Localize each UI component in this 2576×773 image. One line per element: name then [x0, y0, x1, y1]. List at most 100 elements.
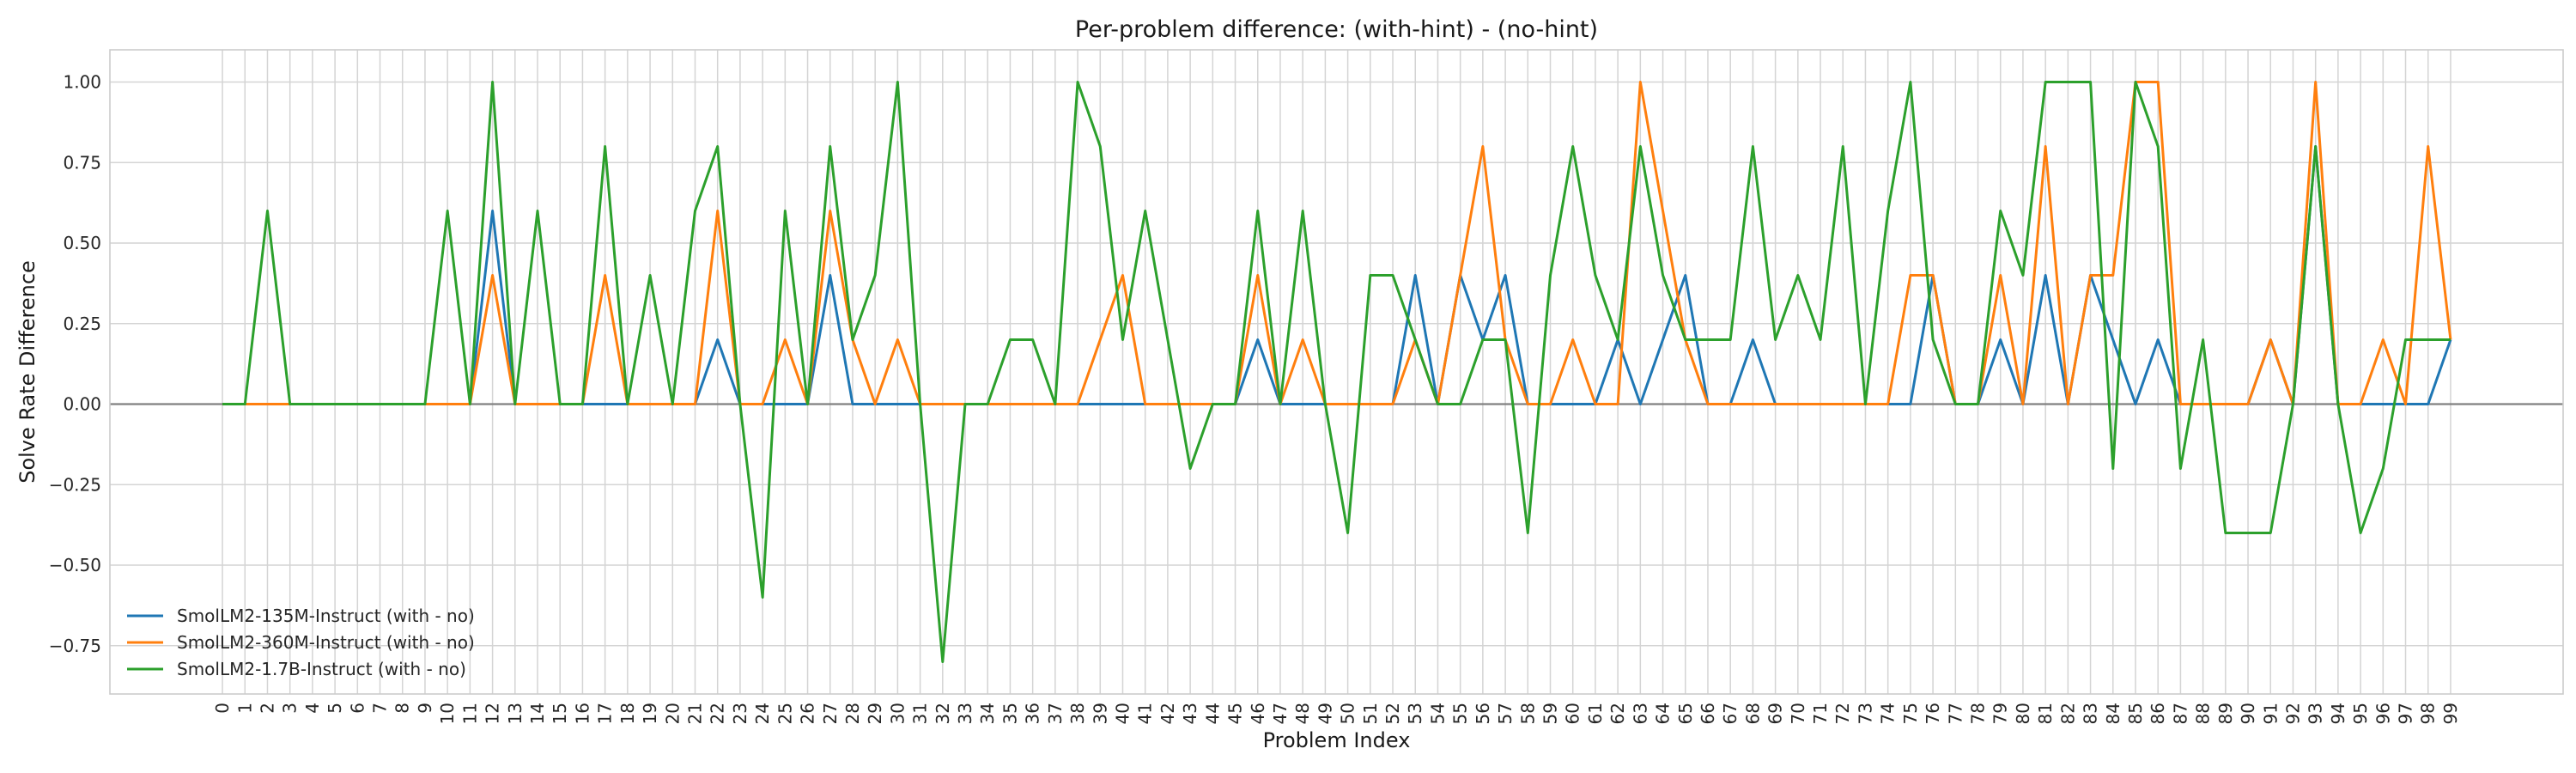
x-tick-label: 55 — [1450, 703, 1471, 724]
x-tick-label: 31 — [910, 703, 931, 724]
x-tick-label: 94 — [2328, 703, 2348, 724]
y-axis-label: Solve Rate Difference — [15, 260, 39, 484]
x-tick-label: 77 — [1945, 703, 1965, 724]
x-tick-label: 12 — [483, 703, 503, 724]
grid — [110, 50, 2563, 694]
x-tick-label: 68 — [1742, 703, 1763, 724]
x-tick-label: 9 — [415, 703, 435, 714]
x-tick-label: 74 — [1878, 703, 1899, 724]
x-tick-label: 41 — [1135, 703, 1156, 724]
x-tick-label: 21 — [684, 703, 705, 724]
x-tick-label: 14 — [527, 703, 548, 724]
x-tick-label: 48 — [1292, 703, 1313, 724]
series-lines — [222, 81, 2452, 663]
x-tick-label: 51 — [1360, 703, 1381, 724]
x-tick-label: 19 — [640, 703, 660, 724]
x-tick-label: 23 — [730, 703, 750, 724]
x-tick-label: 58 — [1517, 703, 1538, 724]
x-tick-label: 49 — [1315, 703, 1335, 724]
x-tick-label: 18 — [617, 703, 638, 724]
x-tick-label: 7 — [370, 703, 391, 714]
x-axis-ticks: 0 1 2 3 4 5 6 7 8 9 10 11 12 13 14 15 16 17 18 19 20 21 22 23 24… — [212, 703, 2461, 724]
y-tick-label: 0.25 — [63, 313, 101, 334]
x-tick-label: 33 — [955, 703, 975, 724]
x-tick-label: 59 — [1540, 703, 1561, 724]
x-tick-label: 66 — [1698, 703, 1718, 724]
x-tick-label: 15 — [550, 703, 570, 724]
x-tick-label: 96 — [2372, 703, 2393, 724]
x-tick-label: 62 — [1607, 703, 1628, 724]
x-tick-label: 17 — [595, 703, 616, 724]
x-tick-label: 78 — [1968, 703, 1989, 724]
x-tick-label: 38 — [1067, 703, 1088, 724]
x-tick-label: 70 — [1788, 703, 1808, 724]
x-tick-label: 13 — [505, 703, 526, 724]
x-tick-label: 90 — [2238, 703, 2258, 724]
x-tick-label: 93 — [2306, 703, 2326, 724]
x-tick-label: 91 — [2260, 703, 2281, 724]
x-tick-label: 53 — [1405, 703, 1425, 724]
x-tick-label: 80 — [2013, 703, 2033, 724]
x-tick-label: 64 — [1653, 703, 1674, 724]
x-tick-label: 76 — [1923, 703, 1943, 724]
x-tick-label: 8 — [392, 703, 413, 714]
legend-label: SmolLM2-1.7B-Instruct (with - no) — [177, 659, 466, 679]
x-tick-label: 4 — [302, 703, 323, 714]
plot-background — [110, 50, 2563, 694]
y-tick-label: 0.00 — [63, 394, 101, 415]
x-tick-label: 52 — [1382, 703, 1403, 724]
plot-frame — [109, 49, 2564, 695]
x-tick-label: 71 — [1810, 703, 1831, 724]
x-tick-label: 65 — [1675, 703, 1696, 724]
x-tick-label: 28 — [842, 703, 863, 724]
y-tick-label: 0.50 — [63, 233, 101, 253]
x-tick-label: 36 — [1023, 703, 1043, 724]
x-tick-label: 44 — [1202, 703, 1223, 724]
x-tick-label: 86 — [2148, 703, 2168, 724]
x-tick-label: 47 — [1270, 703, 1291, 724]
x-tick-label: 89 — [2215, 703, 2236, 724]
x-tick-label: 43 — [1180, 703, 1200, 724]
x-tick-label: 61 — [1585, 703, 1606, 724]
x-tick-label: 85 — [2125, 703, 2146, 724]
x-tick-label: 27 — [820, 703, 841, 724]
x-tick-label: 72 — [1832, 703, 1853, 724]
y-tick-label: −0.75 — [49, 636, 101, 656]
x-tick-label: 5 — [325, 703, 345, 714]
series-line-3 — [222, 81, 2451, 663]
x-tick-label: 56 — [1473, 703, 1493, 724]
series-line-2 — [222, 81, 2452, 405]
x-tick-label: 99 — [2440, 703, 2461, 724]
x-tick-label: 30 — [887, 703, 908, 724]
x-tick-label: 25 — [775, 703, 795, 724]
x-tick-label: 69 — [1765, 703, 1786, 724]
x-tick-label: 50 — [1338, 703, 1358, 724]
x-tick-label: 82 — [2057, 703, 2078, 724]
x-tick-label: 37 — [1045, 703, 1066, 724]
x-tick-label: 1 — [234, 703, 255, 714]
x-tick-label: 39 — [1090, 703, 1110, 724]
x-tick-label: 45 — [1225, 703, 1246, 724]
x-tick-label: 32 — [933, 703, 953, 724]
legend: SmolLM2-135M-Instruct (with - no) SmolLM2… — [127, 606, 475, 679]
x-tick-label: 29 — [865, 703, 885, 724]
x-tick-label: 73 — [1855, 703, 1875, 724]
x-tick-label: 22 — [708, 703, 728, 724]
x-tick-label: 6 — [347, 703, 368, 714]
chart-title: Per-problem difference: (with-hint) - (n… — [1075, 16, 1598, 43]
x-tick-label: 97 — [2396, 703, 2416, 724]
x-tick-label: 57 — [1495, 703, 1516, 724]
legend-label: SmolLM2-360M-Instruct (with - no) — [177, 632, 475, 653]
x-tick-label: 84 — [2103, 703, 2123, 724]
x-tick-label: 92 — [2282, 703, 2303, 724]
x-tick-label: 11 — [459, 703, 480, 724]
y-axis-ticks: −0.75 −0.50 −0.25 0.00 0.25 0.50 0.75 1.00 — [49, 72, 101, 656]
x-tick-label: 10 — [437, 703, 458, 724]
x-tick-label: 24 — [752, 703, 773, 724]
x-axis-label: Problem Index — [1263, 728, 1411, 752]
x-tick-label: 60 — [1563, 703, 1583, 724]
legend-label: SmolLM2-135M-Instruct (with - no) — [177, 606, 475, 626]
x-tick-label: 20 — [662, 703, 683, 724]
x-tick-label: 87 — [2170, 703, 2190, 724]
x-tick-label: 67 — [1720, 703, 1741, 724]
